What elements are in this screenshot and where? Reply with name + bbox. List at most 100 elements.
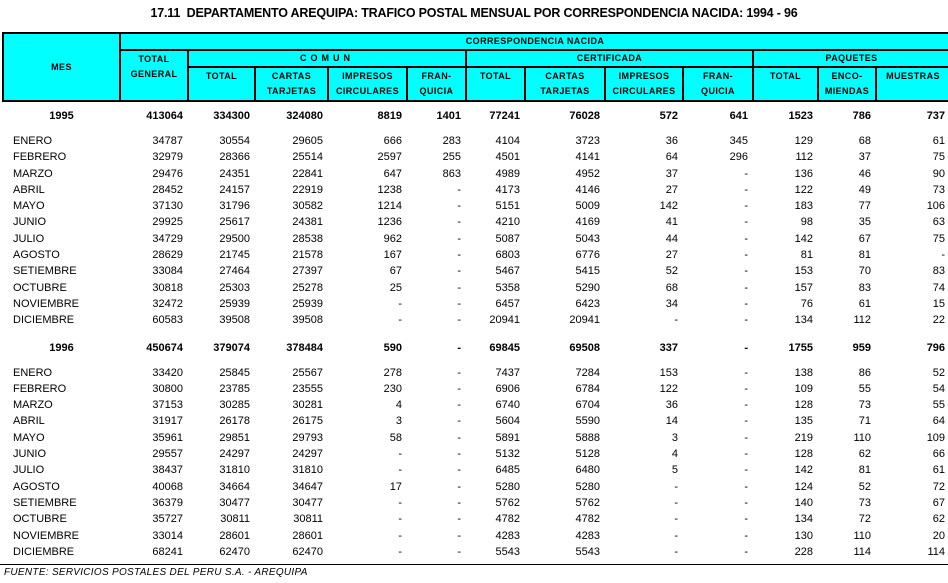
header-certificada-franquicia: FRAN- QUICIA bbox=[682, 66, 754, 102]
cell-value: 5009 bbox=[575, 200, 600, 213]
cell-value: - bbox=[744, 382, 748, 395]
cell-value: 5762 bbox=[495, 496, 520, 509]
cell-value: 1236 bbox=[377, 216, 402, 229]
cell-value: 1523 bbox=[788, 110, 813, 122]
cell-value: 5762 bbox=[575, 496, 600, 509]
cell-value: 5543 bbox=[495, 545, 520, 558]
cell-value: 25617 bbox=[219, 216, 250, 229]
header-paquetes-encomiendas: ENCO- MIENDAS bbox=[817, 66, 877, 102]
cell-value: - bbox=[398, 513, 402, 526]
month-label: JULIO bbox=[13, 232, 45, 245]
table-body: 1995 413064 334300 324080 8819 1401 77241 76028… bbox=[3, 101, 948, 560]
cell-value: 68 bbox=[858, 135, 871, 147]
table-row: JULIO 34729 29500 28538 962 - 5087 5043 44 - 142 67… bbox=[3, 231, 948, 247]
table-row: FEBRERO 32979 28366 25514 2597 255 4501 4141 64 2… bbox=[3, 149, 948, 165]
month-label: JULIO bbox=[13, 464, 45, 477]
cell-value: 17 bbox=[389, 480, 402, 493]
cell-value: 40068 bbox=[152, 480, 183, 493]
cell-value: 66 bbox=[932, 448, 946, 461]
cell-value: - bbox=[457, 297, 461, 310]
cell-value: 255 bbox=[442, 151, 461, 164]
header-total-general: TOTAL GENERAL bbox=[119, 49, 189, 102]
cell-value: 77241 bbox=[489, 110, 520, 122]
cell-value: 52 bbox=[932, 366, 946, 379]
cell-value: 69508 bbox=[569, 341, 600, 354]
cell-value: 35961 bbox=[152, 431, 183, 444]
cell-value: 62 bbox=[932, 513, 946, 526]
table-row: MAYO 37130 31796 30582 1214 - 5151 5009 142 - 183 7… bbox=[3, 198, 948, 214]
cell-value: - bbox=[457, 314, 461, 327]
month-label: NOVIEMBRE bbox=[13, 297, 80, 310]
cell-value: 74 bbox=[932, 281, 946, 294]
cell-value: 140 bbox=[794, 496, 813, 509]
cell-value: 5358 bbox=[495, 281, 520, 294]
cell-value: 34729 bbox=[152, 232, 183, 245]
cell-value: 135 bbox=[794, 415, 813, 428]
cell-value: 413064 bbox=[146, 110, 183, 122]
month-label: NOVIEMBRE bbox=[13, 529, 80, 542]
cell-value: - bbox=[744, 448, 748, 461]
cell-value: 27464 bbox=[219, 265, 250, 278]
cell-value: 30811 bbox=[293, 513, 323, 526]
table-row: NOVIEMBRE 32472 25939 25939 - - 6457 6423 34 - 76 6… bbox=[3, 296, 948, 312]
cell-value: 28629 bbox=[152, 249, 183, 262]
table-row: AGOSTO 28629 21745 21578 167 - 6803 6776 27 - 81 81… bbox=[3, 247, 948, 263]
cell-value: 90 bbox=[932, 167, 946, 180]
cell-value: 30811 bbox=[220, 513, 250, 526]
cell-value: 33084 bbox=[152, 265, 183, 278]
cell-value: 33420 bbox=[152, 366, 183, 379]
cell-value: 647 bbox=[383, 167, 402, 180]
table-row: DICIEMBRE 60583 39508 39508 - - 20941 20941 - - 13… bbox=[3, 312, 948, 328]
cell-value: 70 bbox=[858, 265, 871, 278]
cell-value: 31796 bbox=[219, 200, 250, 213]
cell-value: 34787 bbox=[152, 135, 183, 147]
year-total-row: 1996 450674 379074 378484 590 - 69845 69508 337 -… bbox=[3, 340, 948, 357]
cell-value: 5087 bbox=[495, 232, 520, 245]
cell-value: 52 bbox=[665, 265, 678, 278]
cell-value: 786 bbox=[852, 110, 871, 122]
cell-value: 5543 bbox=[575, 545, 600, 558]
cell-value: 24157 bbox=[219, 183, 250, 196]
cell-value: - bbox=[457, 431, 461, 444]
cell-value: 378484 bbox=[286, 341, 323, 354]
cell-value: 5280 bbox=[575, 480, 600, 493]
cell-value: 29476 bbox=[152, 167, 183, 180]
table-row: SETIEMBRE 33084 27464 27397 67 - 5467 5415 52 - 15… bbox=[3, 263, 948, 279]
cell-value: 63 bbox=[932, 216, 946, 229]
cell-value: 6906 bbox=[495, 382, 520, 395]
cell-value: 69845 bbox=[489, 341, 520, 354]
cell-value: 24297 bbox=[219, 448, 250, 461]
cell-value: 153 bbox=[794, 265, 813, 278]
cell-value: 35727 bbox=[152, 513, 183, 526]
cell-value: 112 bbox=[795, 151, 813, 164]
cell-value: 81 bbox=[858, 249, 871, 262]
cell-value: 54 bbox=[932, 382, 946, 395]
cell-value: 37 bbox=[858, 151, 871, 164]
cell-value: 49 bbox=[858, 183, 871, 196]
cell-value: 20 bbox=[932, 529, 946, 542]
cell-value: 4146 bbox=[575, 183, 600, 196]
cell-value: 29605 bbox=[292, 135, 323, 147]
cell-value: 4283 bbox=[495, 529, 520, 542]
cell-value: - bbox=[744, 249, 748, 262]
cell-value: 76028 bbox=[569, 110, 600, 122]
cell-value: 25 bbox=[389, 281, 402, 294]
month-label: AGOSTO bbox=[13, 480, 60, 493]
cell-value: 109 bbox=[794, 382, 813, 395]
month-label: JUNIO bbox=[13, 216, 46, 229]
cell-value: 61 bbox=[858, 297, 871, 310]
cell-value: 3 bbox=[395, 415, 402, 428]
month-label: FEBRERO bbox=[13, 382, 67, 395]
cell-value: 6457 bbox=[495, 297, 520, 310]
cell-value: - bbox=[674, 513, 678, 526]
cell-value: 15 bbox=[932, 297, 946, 310]
cell-value: - bbox=[457, 183, 461, 196]
cell-value: 21578 bbox=[292, 249, 323, 262]
cell-value: 27 bbox=[665, 249, 678, 262]
cell-value: 3723 bbox=[575, 135, 600, 147]
cell-value: - bbox=[744, 281, 748, 294]
header-certificada-impresos-circulares: IMPRESOS CIRCULARES bbox=[604, 66, 684, 102]
source-note: FUENTE: SERVICIOS POSTALES DEL PERU S.A.… bbox=[4, 567, 308, 579]
cell-value: 128 bbox=[794, 399, 813, 412]
